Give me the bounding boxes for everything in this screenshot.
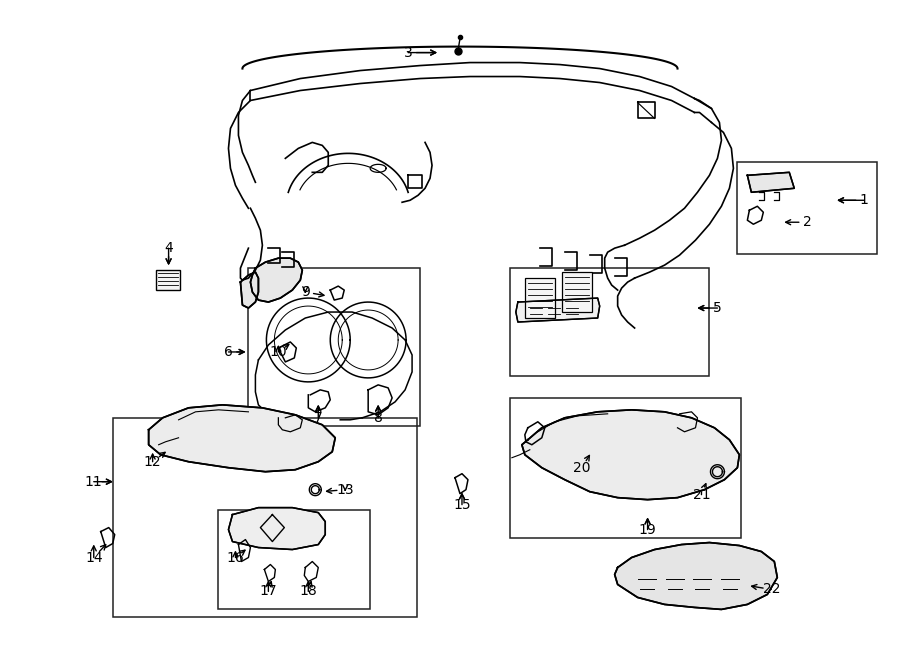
Text: 10: 10	[269, 345, 287, 359]
Text: 5: 5	[713, 301, 722, 315]
Text: 17: 17	[259, 584, 277, 598]
Polygon shape	[240, 272, 258, 308]
Text: 7: 7	[314, 411, 323, 425]
Text: 9: 9	[301, 285, 310, 299]
Text: 1: 1	[860, 193, 868, 208]
Bar	[510, 398, 742, 537]
Polygon shape	[615, 543, 778, 609]
Text: 8: 8	[374, 411, 382, 425]
Polygon shape	[148, 405, 335, 472]
Bar	[562, 272, 591, 312]
Text: 3: 3	[404, 46, 412, 59]
Text: 15: 15	[454, 498, 471, 512]
Bar	[737, 163, 878, 254]
Text: 12: 12	[144, 455, 161, 469]
Bar	[219, 510, 370, 609]
Text: 20: 20	[573, 461, 590, 475]
Bar	[156, 270, 180, 290]
Text: 14: 14	[85, 551, 103, 564]
Text: 18: 18	[300, 584, 317, 598]
Polygon shape	[516, 298, 599, 322]
Text: 13: 13	[337, 483, 354, 496]
Text: 21: 21	[693, 488, 710, 502]
Polygon shape	[747, 173, 795, 192]
Polygon shape	[250, 258, 302, 302]
Text: 22: 22	[762, 582, 780, 596]
Bar	[248, 268, 420, 426]
Bar	[112, 418, 417, 617]
Text: 2: 2	[803, 215, 812, 229]
Text: 4: 4	[164, 241, 173, 255]
Polygon shape	[522, 410, 740, 500]
Bar	[525, 278, 554, 318]
Text: 16: 16	[227, 551, 244, 564]
Polygon shape	[229, 508, 325, 549]
Bar	[510, 268, 709, 376]
Text: 6: 6	[224, 345, 233, 359]
Text: 19: 19	[639, 523, 656, 537]
Text: 11: 11	[85, 475, 103, 488]
